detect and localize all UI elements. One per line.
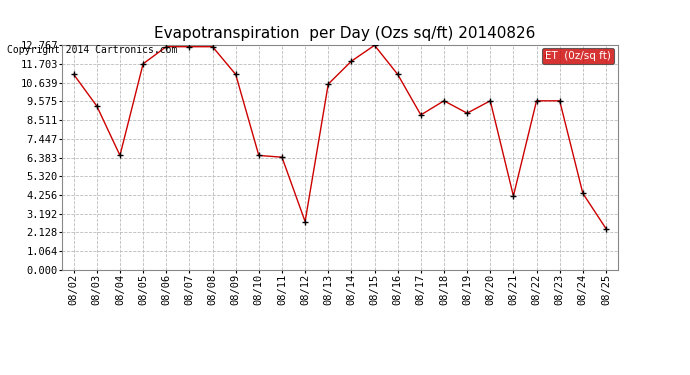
Text: Evapotranspiration  per Day (Ozs sq/ft) 20140826: Evapotranspiration per Day (Ozs sq/ft) 2… — [155, 26, 535, 41]
Text: Copyright 2014 Cartronics.com: Copyright 2014 Cartronics.com — [7, 45, 177, 55]
Legend: ET  (0z/sq ft): ET (0z/sq ft) — [542, 48, 614, 64]
